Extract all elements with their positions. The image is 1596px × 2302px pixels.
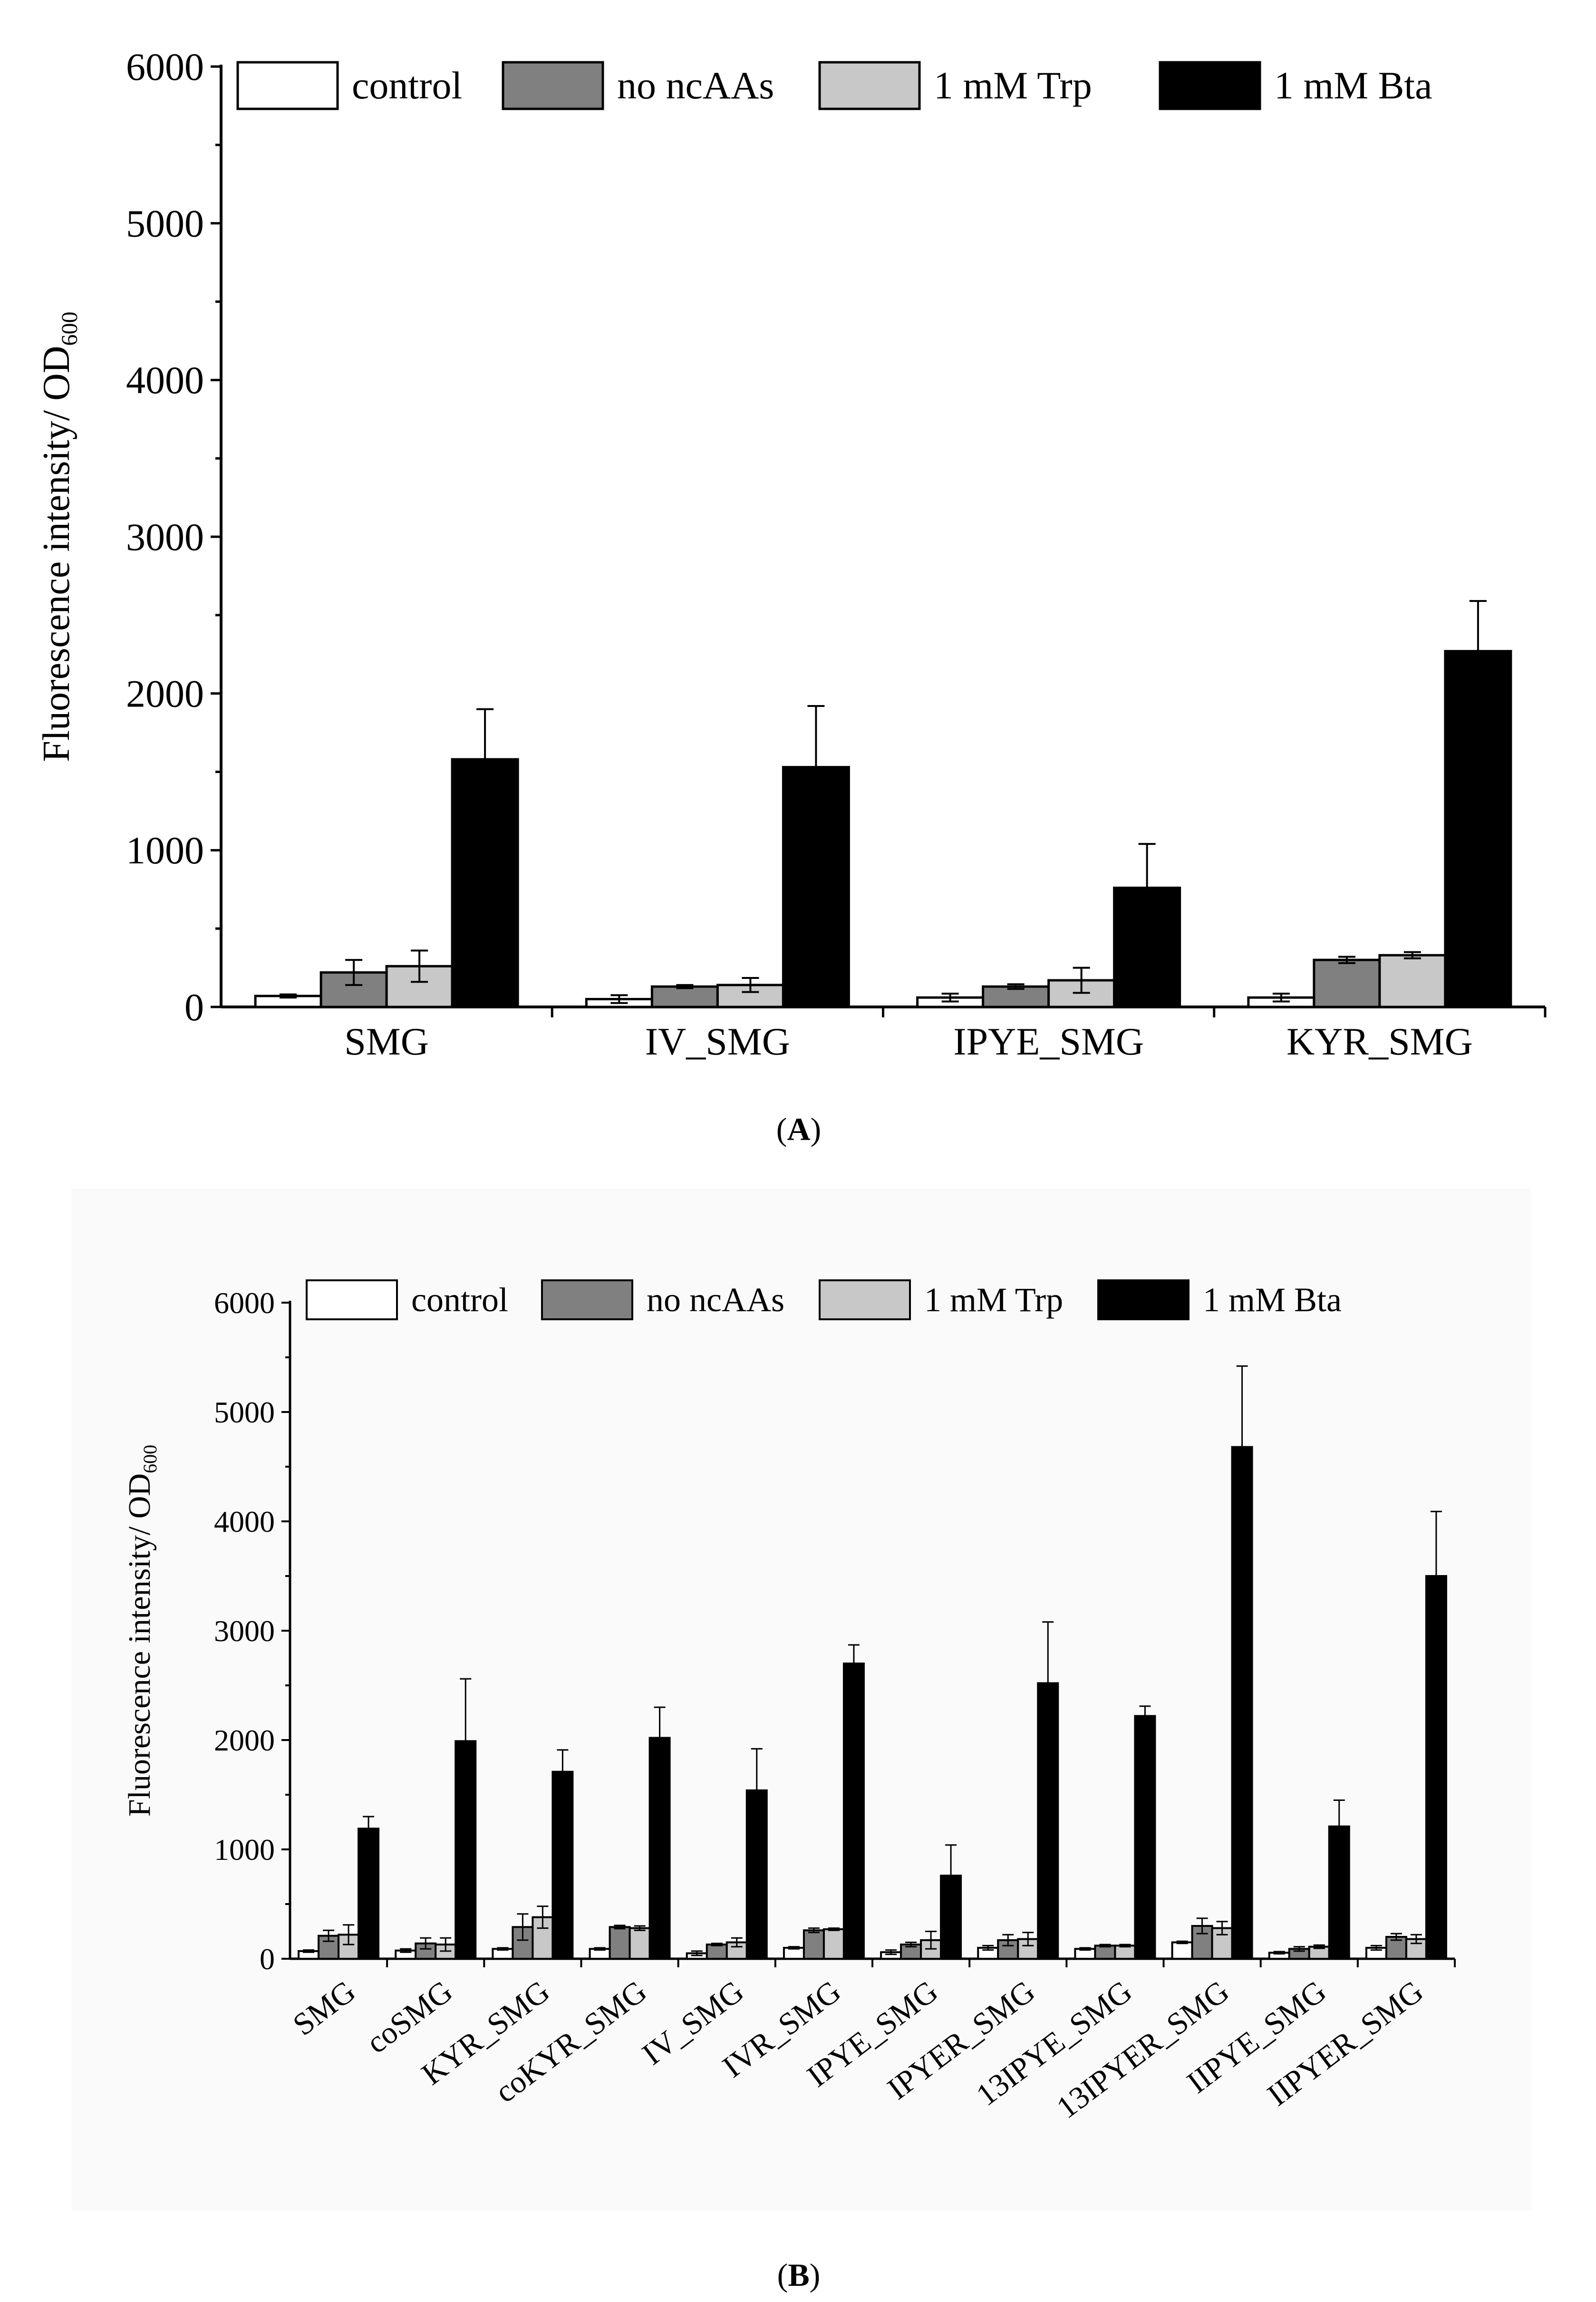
panel-b-y-axis-label: Fluorescence intensity/ OD600 (122, 1445, 161, 1817)
panel-b-bar-13ipyer-smg-1-mm-bta (1231, 1446, 1253, 1960)
panel-b-legend-label-1-mm-trp: 1 mM Trp (924, 1281, 1063, 1319)
panel-a-legend-swatch-no-ncaas (502, 61, 604, 110)
panel-b-bar-ipyer-smg-no-ncaas (997, 1939, 1019, 1960)
panel-a-y-axis-label-sub: 600 (57, 311, 82, 346)
panel-a-legend-label-1-mm-bta: 1 mM Bta (1274, 64, 1432, 107)
panel-b-bar-ivr-smg-1-mm-trp (822, 1928, 845, 1960)
panel-a-legend-label-control: control (352, 64, 462, 107)
panel-b-legend-label-1-mm-bta: 1 mM Bta (1203, 1281, 1342, 1319)
panel-b-bar-ipye-smg-1-mm-bta (940, 1875, 962, 1960)
panel-a-legend-swatch-control (236, 61, 339, 110)
panel-b-legend-swatch-1-mm-trp (819, 1279, 911, 1320)
panel-a-bar-kyr-smg-no-ncaas (1313, 958, 1381, 1008)
panel-a-legend-label-no-ncaas: no ncAAs (617, 64, 774, 107)
panel-a-y-axis-label-main: Fluorescence intensity/ OD (36, 346, 77, 762)
panel-b-y-tick-label: 2000 (214, 1723, 275, 1757)
panel-b-legend-label-control: control (411, 1281, 508, 1319)
panel-a-bar-smg-1-mm-bta (451, 758, 519, 1008)
panel-b-y-axis-label-main: Fluorescence intensity/ OD (122, 1473, 157, 1817)
panel-a-y-axis-label: Fluorescence intensity/ OD600 (36, 311, 82, 762)
panel-a-bar-ipye-smg-1-mm-bta (1113, 886, 1181, 1008)
panel-a-x-label-kyr-smg: KYR_SMG (1286, 1020, 1473, 1063)
panel-a-bar-kyr-smg-1-mm-bta (1444, 650, 1512, 1008)
panel-b-bar-13ipyer-smg-no-ncaas (1191, 1925, 1213, 1960)
panel-b-bar-13ipyer-smg-control (1171, 1941, 1193, 1960)
panel-b-y-tick-label: 5000 (214, 1395, 275, 1429)
panel-a-x-label-iv-smg: IV_SMG (645, 1020, 790, 1063)
panel-b-bar-cokyr-smg-1-mm-bta (648, 1737, 671, 1960)
panel-b-background (71, 1189, 1531, 2211)
panel-b-bar-13ipye-smg-no-ncaas (1094, 1944, 1116, 1960)
panel-b-y-tick-label: 0 (260, 1942, 275, 1976)
panel-a-legend-swatch-1-mm-trp (818, 61, 921, 110)
panel-b-caption: (B) (777, 2257, 821, 2293)
panel-a-y-tick-label: 5000 (126, 202, 204, 245)
panel-a-bar-kyr-smg-1-mm-trp (1378, 954, 1447, 1008)
panel-b-legend-swatch-1-mm-bta (1097, 1279, 1190, 1320)
panel-a-x-label-smg: SMG (344, 1020, 429, 1063)
panel-a-y-tick-label: 1000 (126, 829, 204, 872)
panel-a-letter: A (787, 1111, 810, 1147)
panel-b-bar-cokyr-smg-no-ncaas (609, 1926, 631, 1960)
panel-b-bar-iv-smg-no-ncaas (706, 1944, 728, 1960)
panel-b-bar-ipyer-smg-1-mm-bta (1037, 1682, 1059, 1960)
panel-b-bar-iipyer-smg-1-mm-bta (1425, 1575, 1447, 1960)
panel-b-y-tick-label: 4000 (214, 1505, 275, 1538)
panel-b-x-label-smg: SMG (287, 1974, 362, 2042)
panel-b-bar-13ipye-smg-1-mm-trp (1114, 1944, 1136, 1960)
panel-b-bar-ivr-smg-no-ncaas (803, 1929, 825, 1960)
panel-a-legend-label-1-mm-trp: 1 mM Trp (934, 64, 1092, 107)
panel-b-y-axis-label-sub: 600 (139, 1445, 161, 1473)
panel-b-bar-kyr-smg-1-mm-bta (551, 1770, 574, 1960)
panel-a-bar-ipye-smg-no-ncaas (982, 985, 1050, 1008)
panel-a-x-label-ipye-smg: IPYE_SMG (953, 1020, 1144, 1063)
panel-a-legend-swatch-1-mm-bta (1159, 61, 1261, 110)
panel-b-y-tick-label: 3000 (214, 1614, 275, 1648)
panel-b-bar-smg-1-mm-bta (358, 1828, 380, 1960)
panel-a-y-tick-label: 4000 (126, 358, 204, 402)
panel-a-y-tick-label: 0 (184, 986, 204, 1029)
panel-a-bar-iv-smg-1-mm-bta (782, 766, 850, 1008)
panel-a-caption: (A) (776, 1111, 821, 1147)
panel-a-y-tick-label: 2000 (126, 672, 204, 716)
panel-b-letter: B (788, 2257, 809, 2293)
chart-panel-b: 0 1000 2000 3000 4000 5000 6000 Fluorescence in… (122, 1279, 1456, 2126)
panel-a-y-tick-label: 3000 (126, 515, 204, 559)
panel-b-bar-cokyr-smg-1-mm-trp (629, 1927, 651, 1960)
panel-b-legend-swatch-no-ncaas (541, 1279, 633, 1320)
panel-b-bar-ivr-smg-1-mm-bta (842, 1663, 865, 1960)
panel-b-bar-cosmg-1-mm-bta (455, 1740, 477, 1960)
panel-b-x-label-13ipyer-smg: 13IPYER_SMG (1050, 1974, 1236, 2126)
panel-b-bar-iipye-smg-1-mm-bta (1328, 1825, 1350, 1960)
panel-b-y-tick-label: 6000 (214, 1286, 275, 1320)
panel-a-bar-iv-smg-no-ncaas (650, 985, 719, 1008)
chart-panel-a: 0 1000 2000 3000 4000 5000 6000 Fluorescence in… (36, 45, 1547, 1063)
panel-b-legend-swatch-control (306, 1279, 398, 1320)
panel-b-bar-13ipye-smg-1-mm-bta (1134, 1715, 1156, 1960)
panel-a-y-tick-label: 6000 (126, 45, 204, 88)
panel-b-legend-label-no-ncaas: no ncAAs (647, 1281, 784, 1319)
panel-b-y-tick-label: 1000 (214, 1833, 275, 1867)
panel-b-bar-iv-smg-1-mm-bta (745, 1789, 768, 1960)
